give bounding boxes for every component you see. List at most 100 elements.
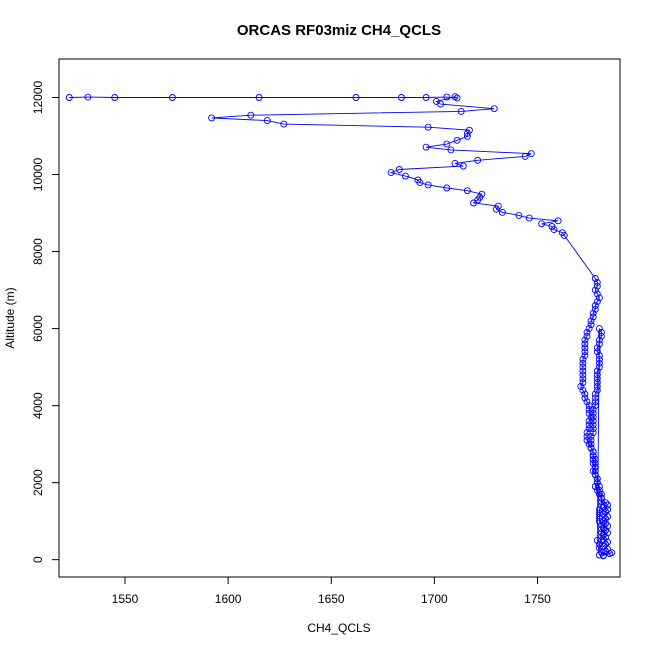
data-point — [579, 363, 587, 371]
data-point — [515, 211, 523, 219]
data-point — [595, 506, 603, 514]
data-point — [595, 355, 603, 363]
data-point — [593, 344, 601, 352]
data-point — [593, 290, 601, 298]
data-point — [593, 486, 601, 494]
data-point — [443, 184, 451, 192]
data-point — [579, 359, 587, 367]
data-point — [498, 208, 506, 216]
data-point — [579, 386, 587, 394]
data-point — [422, 94, 430, 101]
data-point — [585, 421, 593, 429]
data-point — [492, 205, 500, 213]
data-point — [422, 143, 430, 151]
data-point — [255, 94, 263, 101]
data-point — [593, 282, 601, 290]
y-axis-label: Altitude (m) — [3, 287, 17, 348]
data-point — [602, 515, 610, 523]
x-tick-label: 1600 — [215, 592, 242, 606]
data-point — [595, 513, 603, 521]
data-point — [352, 94, 360, 101]
data-point — [591, 402, 599, 410]
data-point — [593, 379, 601, 386]
data-point — [451, 93, 459, 101]
x-tick-label: 1550 — [112, 592, 139, 606]
data-point — [597, 521, 605, 529]
data-point — [263, 117, 271, 125]
y-axis: 0 2000 4000 6000 8000 10000 12000 — [31, 81, 60, 563]
data-point — [595, 517, 603, 525]
data-point — [538, 220, 546, 228]
x-tick-label: 1750 — [524, 592, 551, 606]
data-point — [593, 367, 601, 375]
y-tick-label: 8000 — [31, 238, 45, 265]
data-point — [593, 536, 601, 544]
y-tick-label: 6000 — [31, 315, 45, 342]
data-point — [585, 417, 593, 425]
data-point — [463, 129, 471, 137]
data-point — [581, 344, 589, 352]
data-point — [591, 456, 599, 463]
data-point — [597, 494, 605, 502]
data-point — [208, 114, 216, 122]
data-point — [560, 231, 568, 239]
chart-title: ORCAS RF03miz CH4_QCLS — [237, 22, 441, 39]
data-point — [437, 100, 445, 108]
data-point — [591, 459, 599, 467]
data-point — [593, 278, 601, 286]
data-point — [591, 286, 599, 294]
data-point — [424, 123, 432, 131]
data-point — [280, 120, 288, 128]
data-point — [591, 463, 599, 471]
data-point — [604, 545, 612, 553]
data-point — [65, 94, 73, 101]
x-axis-label: CH4_QCLS — [307, 621, 370, 635]
data-point — [595, 483, 603, 490]
x-tick-label: 1700 — [421, 592, 448, 606]
data-point — [597, 490, 605, 498]
data-point — [602, 508, 610, 516]
data-point — [585, 406, 593, 413]
data-point — [585, 425, 593, 433]
data-point — [589, 309, 597, 317]
data-point — [583, 432, 591, 440]
data-point — [587, 413, 595, 421]
data-point — [587, 317, 595, 325]
data-point — [402, 172, 409, 180]
data-point — [579, 367, 587, 375]
data-point — [593, 375, 601, 383]
data-point — [581, 348, 589, 356]
data-point — [589, 456, 597, 463]
data-point — [589, 409, 597, 417]
data-point — [589, 413, 597, 421]
data-point — [595, 325, 603, 333]
data-point — [474, 156, 482, 164]
data-point — [597, 536, 605, 544]
data-point — [459, 162, 467, 170]
series-layer — [65, 93, 616, 560]
data-point — [589, 406, 597, 413]
y-tick-label: 4000 — [31, 392, 45, 419]
data-point — [593, 382, 601, 390]
data-point — [587, 436, 595, 444]
data-point — [581, 394, 589, 402]
data-point — [600, 552, 607, 560]
data-point — [589, 417, 597, 425]
data-point — [587, 444, 595, 452]
data-point — [595, 490, 603, 498]
data-point — [424, 181, 432, 189]
data-point — [589, 421, 597, 429]
data-point — [602, 520, 610, 527]
data-point — [521, 152, 529, 160]
data-point — [463, 132, 471, 140]
data-point — [583, 398, 591, 406]
data-point — [168, 94, 176, 101]
y-tick-label: 2000 — [31, 469, 45, 496]
data-point — [453, 136, 461, 144]
data-point — [247, 111, 255, 119]
data-point — [443, 140, 451, 148]
data-point — [554, 217, 562, 225]
data-point — [583, 436, 591, 444]
data-point — [587, 321, 595, 329]
data-point — [595, 486, 603, 494]
